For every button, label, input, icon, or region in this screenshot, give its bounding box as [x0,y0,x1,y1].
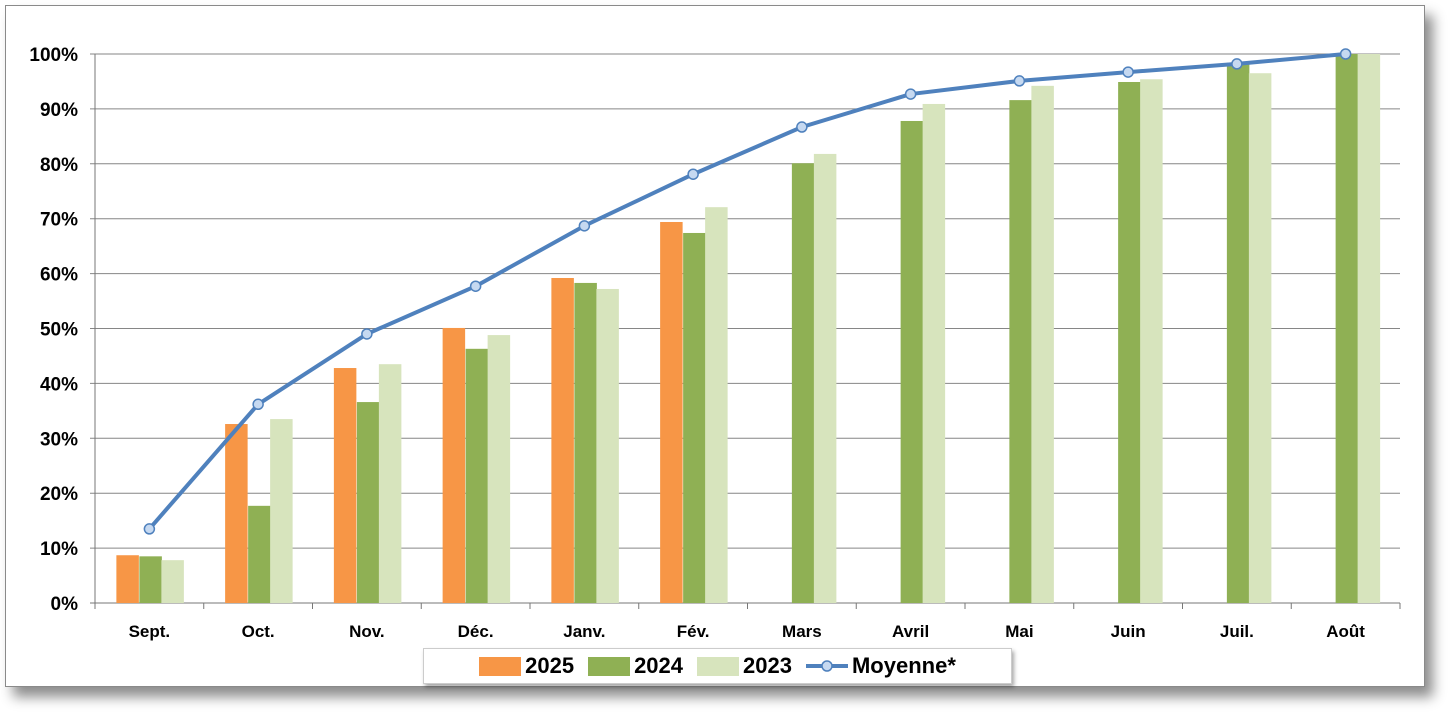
bar-2024 [248,505,271,603]
bar-2024 [465,348,489,603]
point-moyenne [1339,48,1352,60]
bar-2024 [1009,100,1032,603]
legend-swatch [588,656,631,676]
y-tick-label: 90% [40,100,78,121]
point-moyenne [469,280,482,292]
y-tick-label: 10% [40,539,78,560]
bar-2025 [333,368,357,603]
point-moyenne [1231,58,1243,70]
x-tick-label: Mars [782,622,822,641]
point-moyenne [578,220,591,232]
point-moyenne [361,328,373,340]
bar-2023 [1248,73,1272,604]
x-tick-label: Fév. [677,622,710,641]
point-moyenne [1122,66,1134,78]
x-tick-label: Déc. [458,622,494,641]
y-tick-label: 30% [40,429,78,450]
x-tick-label: Janv. [563,622,605,641]
y-tick-label: 60% [40,265,78,286]
x-tick-label: Juin [1111,622,1146,641]
bar-2023 [596,288,619,603]
legend-label: Moyenne* [851,653,956,678]
point-moyenne [252,398,264,411]
legend-item: 2025 [479,653,574,679]
y-tick-label: 100% [29,45,78,66]
legend-swatch [805,660,848,672]
bar-2024 [1226,62,1250,604]
bar-2024 [139,556,162,603]
legend-label: 2023 [743,653,792,678]
point-moyenne [687,168,699,180]
bar-2023 [813,153,837,603]
bar-2023 [270,419,293,603]
legend-swatch [479,656,522,676]
line-moyenne [147,52,1346,531]
bar-2023 [922,103,946,604]
bar-2023 [378,364,402,603]
bar-2023 [705,207,728,603]
legend-swatch [697,656,740,676]
bar-2025 [442,327,466,603]
point-moyenne [796,121,808,133]
legend-label: 2025 [525,653,575,678]
y-tick-label: 50% [40,320,78,341]
x-tick-label: Juil. [1220,622,1254,641]
point-moyenne [904,88,917,100]
x-tick-label: Mai [1005,622,1033,641]
legend-item: 2023 [697,653,792,679]
y-tick-label: 40% [40,374,78,395]
bar-2024 [1335,54,1359,603]
bar-2023 [487,335,511,603]
x-tick-label: Nov. [349,622,385,641]
legend: 2025 2024 2023 Moyenne* [423,648,1012,684]
bar-2023 [161,560,184,603]
y-tick-label: 0% [51,594,79,615]
x-tick-label: Oct. [242,622,275,641]
bar-2023 [1357,54,1381,603]
bar-2025 [116,555,139,603]
y-tick-label: 70% [40,210,78,231]
y-tick-label: 20% [40,484,78,505]
x-tick-label: Avril [892,622,929,641]
legend-label: 2024 [634,653,684,678]
bar-2023 [1031,85,1054,604]
point-moyenne [1013,75,1026,87]
legend-item: 2024 [588,653,683,679]
bar-2023 [1140,79,1163,603]
x-tick-label: Août [1326,622,1365,641]
bar-2025 [660,221,683,603]
bar-2024 [356,402,380,603]
bar-2024 [683,232,706,603]
bar-2024 [1118,81,1141,603]
x-tick-label: Sept. [129,622,171,641]
bar-2024 [574,282,597,603]
bar-2025 [551,277,574,603]
bar-2024 [791,163,815,603]
point-moyenne [143,523,156,535]
bar-2025 [225,424,248,603]
legend-item: Moyenne* [805,653,956,679]
bar-2024 [900,120,924,603]
y-tick-label: 80% [40,155,78,176]
